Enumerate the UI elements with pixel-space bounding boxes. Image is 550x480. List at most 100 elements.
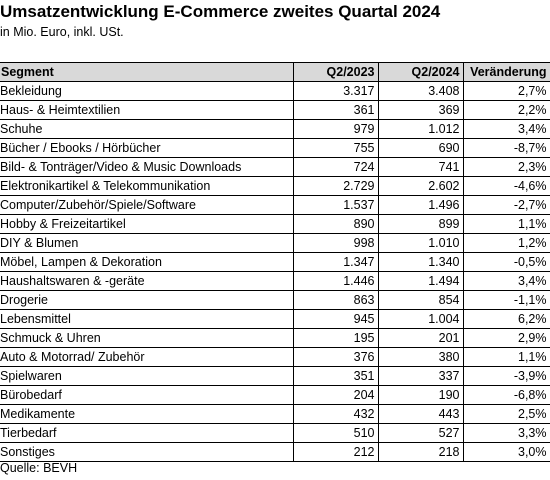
page-subtitle: in Mio. Euro, inkl. USt. — [0, 25, 124, 39]
header-q2-2024: Q2/2024 — [378, 62, 464, 82]
segment-cell: Bild- & Tonträger/Video & Music Download… — [0, 157, 294, 177]
table-row: Lebensmittel 945 1.004 6,2% — [0, 309, 550, 329]
q2-2023-cell: 2.729 — [293, 176, 379, 196]
q2-2023-cell: 351 — [293, 366, 379, 386]
change-cell: 2,2% — [463, 100, 550, 120]
change-cell: 6,2% — [463, 309, 550, 329]
change-cell: -3,9% — [463, 366, 550, 386]
q2-2023-cell: 1.537 — [293, 195, 379, 215]
revenue-table: Segment Q2/2023 Q2/2024 Veränderung Bekl… — [0, 62, 550, 462]
segment-cell: Medikamente — [0, 404, 294, 424]
table-row: Sonstiges 212 218 3,0% — [0, 442, 550, 462]
q2-2023-cell: 432 — [293, 404, 379, 424]
change-cell: -2,7% — [463, 195, 550, 215]
change-cell: 2,3% — [463, 157, 550, 177]
change-cell: 2,5% — [463, 404, 550, 424]
segment-cell: Bücher / Ebooks / Hörbücher — [0, 138, 294, 158]
segment-cell: Bekleidung — [0, 81, 294, 101]
table-row: Hobby & Freizeitartikel 890 899 1,1% — [0, 214, 550, 234]
segment-cell: Schuhe — [0, 119, 294, 139]
segment-cell: Spielwaren — [0, 366, 294, 386]
change-cell: 2,9% — [463, 328, 550, 348]
table-row: Haus- & Heimtextilien 361 369 2,2% — [0, 100, 550, 120]
segment-cell: Lebensmittel — [0, 309, 294, 329]
segment-cell: Tierbedarf — [0, 423, 294, 443]
change-cell: 1,1% — [463, 347, 550, 367]
q2-2023-cell: 3.317 — [293, 81, 379, 101]
change-cell: -1,1% — [463, 290, 550, 310]
q2-2024-cell: 854 — [378, 290, 464, 310]
segment-cell: Schmuck & Uhren — [0, 328, 294, 348]
q2-2023-cell: 1.347 — [293, 252, 379, 272]
q2-2023-cell: 979 — [293, 119, 379, 139]
change-cell: 3,4% — [463, 119, 550, 139]
q2-2023-cell: 376 — [293, 347, 379, 367]
q2-2024-cell: 527 — [378, 423, 464, 443]
table-row: Bürobedarf 204 190 -6,8% — [0, 385, 550, 405]
q2-2023-cell: 361 — [293, 100, 379, 120]
change-cell: 1,2% — [463, 233, 550, 253]
q2-2024-cell: 1.496 — [378, 195, 464, 215]
q2-2023-cell: 212 — [293, 442, 379, 462]
q2-2023-cell: 195 — [293, 328, 379, 348]
segment-cell: Bürobedarf — [0, 385, 294, 405]
table-row: DIY & Blumen 998 1.010 1,2% — [0, 233, 550, 253]
q2-2023-cell: 724 — [293, 157, 379, 177]
q2-2023-cell: 998 — [293, 233, 379, 253]
q2-2024-cell: 201 — [378, 328, 464, 348]
q2-2024-cell: 1.012 — [378, 119, 464, 139]
change-cell: 1,1% — [463, 214, 550, 234]
table-row: Spielwaren 351 337 -3,9% — [0, 366, 550, 386]
table-header-row: Segment Q2/2023 Q2/2024 Veränderung — [0, 62, 550, 82]
q2-2024-cell: 369 — [378, 100, 464, 120]
table-row: Haushaltswaren & -geräte 1.446 1.494 3,4% — [0, 271, 550, 291]
q2-2024-cell: 690 — [378, 138, 464, 158]
change-cell: -0,5% — [463, 252, 550, 272]
q2-2024-cell: 443 — [378, 404, 464, 424]
q2-2024-cell: 2.602 — [378, 176, 464, 196]
change-cell: 3,0% — [463, 442, 550, 462]
header-change: Veränderung — [463, 62, 550, 82]
q2-2024-cell: 1.494 — [378, 271, 464, 291]
table-row: Möbel, Lampen & Dekoration 1.347 1.340 -0,5… — [0, 252, 550, 272]
table-row: Tierbedarf 510 527 3,3% — [0, 423, 550, 443]
q2-2023-cell: 204 — [293, 385, 379, 405]
q2-2024-cell: 1.010 — [378, 233, 464, 253]
segment-cell: Hobby & Freizeitartikel — [0, 214, 294, 234]
q2-2023-cell: 890 — [293, 214, 379, 234]
header-q2-2023: Q2/2023 — [293, 62, 379, 82]
q2-2024-cell: 3.408 — [378, 81, 464, 101]
change-cell: -8,7% — [463, 138, 550, 158]
page-title: Umsatzentwicklung E-Commerce zweites Qua… — [0, 2, 441, 21]
segment-cell: Haushaltswaren & -geräte — [0, 271, 294, 291]
source-note: Quelle: BEVH — [0, 461, 78, 475]
header-segment: Segment — [0, 62, 294, 82]
q2-2024-cell: 1.340 — [378, 252, 464, 272]
segment-cell: Möbel, Lampen & Dekoration — [0, 252, 294, 272]
segment-cell: Auto & Motorrad/ Zubehör — [0, 347, 294, 367]
q2-2024-cell: 380 — [378, 347, 464, 367]
q2-2024-cell: 337 — [378, 366, 464, 386]
change-cell: -4,6% — [463, 176, 550, 196]
q2-2023-cell: 755 — [293, 138, 379, 158]
segment-cell: Sonstiges — [0, 442, 294, 462]
change-cell: 2,7% — [463, 81, 550, 101]
q2-2023-cell: 863 — [293, 290, 379, 310]
segment-cell: Elektronikartikel & Telekommunikation — [0, 176, 294, 196]
change-cell: 3,4% — [463, 271, 550, 291]
segment-cell: Computer/Zubehör/Spiele/Software — [0, 195, 294, 215]
table-row: Computer/Zubehör/Spiele/Software 1.537 1.4… — [0, 195, 550, 215]
segment-cell: Drogerie — [0, 290, 294, 310]
q2-2023-cell: 945 — [293, 309, 379, 329]
table-row: Bücher / Ebooks / Hörbücher 755 690 -8,7% — [0, 138, 550, 158]
table-row: Elektronikartikel & Telekommunikation 2.7… — [0, 176, 550, 196]
segment-cell: DIY & Blumen — [0, 233, 294, 253]
q2-2024-cell: 190 — [378, 385, 464, 405]
q2-2024-cell: 899 — [378, 214, 464, 234]
change-cell: -6,8% — [463, 385, 550, 405]
table-row: Schmuck & Uhren 195 201 2,9% — [0, 328, 550, 348]
q2-2023-cell: 1.446 — [293, 271, 379, 291]
q2-2024-cell: 1.004 — [378, 309, 464, 329]
segment-cell: Haus- & Heimtextilien — [0, 100, 294, 120]
table-row: Schuhe 979 1.012 3,4% — [0, 119, 550, 139]
